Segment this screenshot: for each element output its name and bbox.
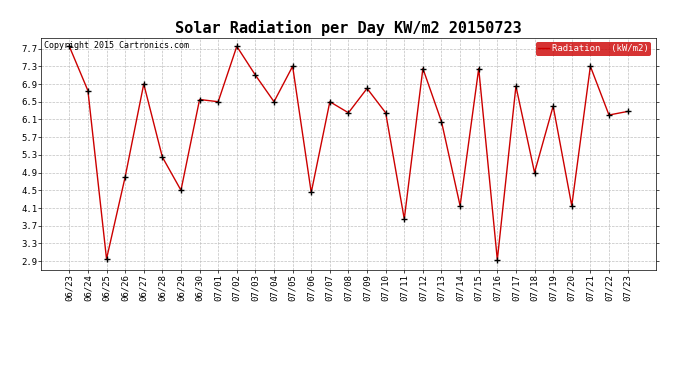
Title: Solar Radiation per Day KW/m2 20150723: Solar Radiation per Day KW/m2 20150723: [175, 20, 522, 36]
Text: Copyright 2015 Cartronics.com: Copyright 2015 Cartronics.com: [44, 41, 190, 50]
Legend: Radiation  (kW/m2): Radiation (kW/m2): [536, 42, 651, 56]
